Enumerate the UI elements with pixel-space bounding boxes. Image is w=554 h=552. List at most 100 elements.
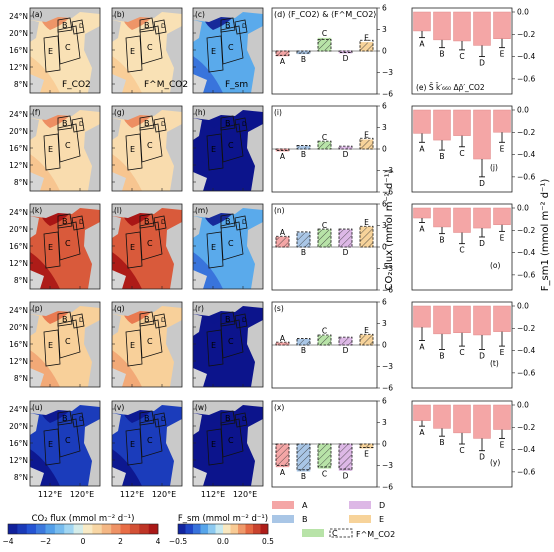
- region-box: [125, 35, 143, 73]
- colorbar-segment: [129, 524, 140, 534]
- y-tick-label: 0: [382, 440, 387, 449]
- flux-bar: [275, 443, 290, 468]
- category-label: B: [301, 472, 306, 481]
- region-label: D: [161, 121, 166, 128]
- map-frame: [192, 301, 264, 388]
- y-tick-label: 0: [382, 341, 387, 350]
- region-label: E: [211, 341, 216, 350]
- region-label: E: [211, 47, 216, 56]
- y-tick-label: −3: [382, 166, 393, 175]
- lat-tick-label: 16°N: [9, 242, 28, 251]
- fsm-bar: [473, 109, 491, 160]
- map-panel: B C E D (k): [29, 203, 101, 290]
- legend-swatch: [349, 515, 371, 523]
- colorbar-frame: [7, 523, 159, 535]
- region-box: [71, 117, 85, 133]
- region-box: [57, 410, 73, 426]
- land-hainan: [30, 314, 39, 336]
- model-flux-bar: [275, 148, 290, 151]
- land-mainland: [30, 8, 100, 22]
- category-label: D: [343, 248, 349, 257]
- lat-tick-label: 16°N: [9, 439, 28, 448]
- region-box: [57, 213, 73, 229]
- fsm-bar: [493, 305, 511, 332]
- flux-bar: [338, 337, 353, 346]
- y-tick-label: −0.6: [517, 74, 535, 83]
- model-flux-bar: [359, 333, 374, 346]
- category-label: A: [280, 334, 286, 343]
- colorbar-segment: [92, 524, 103, 534]
- fsm-bar: [433, 11, 451, 41]
- flux-bar: [359, 334, 374, 346]
- y-tick-label: −0.4: [517, 52, 535, 61]
- colorbar-segment: [200, 524, 209, 534]
- flux-axis-label: CO₂ flux (mmol m⁻² d⁻¹): [384, 169, 395, 290]
- land-philippines: [166, 26, 182, 93]
- legend-item: E: [349, 515, 384, 524]
- model-flux-bar: [275, 50, 290, 56]
- fsm-bar: [473, 11, 491, 46]
- fsm-bar: [433, 404, 451, 429]
- panel-title: (d) ⟨F_CO2⟩ & ⟨F^M_CO2⟩: [274, 10, 376, 19]
- region-label: C: [147, 239, 153, 248]
- region-box: [43, 231, 61, 269]
- map-frame: [192, 400, 264, 487]
- land-philippines: [84, 124, 100, 191]
- region-label: C: [65, 337, 71, 346]
- model-flux-bar: [296, 443, 311, 471]
- map-panel: B C E D (h): [192, 105, 264, 192]
- lon-tick-label: 112°E: [38, 490, 62, 499]
- model-flux-bar: [359, 443, 374, 448]
- region-label: E: [48, 440, 53, 449]
- panel-letter: (c): [195, 10, 205, 19]
- fsm-bar-panels: 0.0 −0.2 −0.4 −0.6 A B C D E (e) S̄ k̄′₆₆₀ Δρ̄′_C…: [411, 8, 535, 488]
- y-tick-label: −3: [382, 362, 393, 371]
- map-panel: B C E D (u): [29, 400, 101, 487]
- land-indochina: [30, 467, 44, 486]
- model-flux-bar: [317, 228, 332, 248]
- land-philippines: [84, 26, 100, 93]
- panel-letter: (w): [195, 403, 207, 412]
- fsm-bar: [473, 207, 491, 229]
- region-label: C: [65, 239, 71, 248]
- map-panel: B C E D (q): [111, 301, 183, 388]
- land-hainan: [30, 413, 39, 435]
- region-box: [153, 215, 167, 231]
- region-label: B: [62, 217, 68, 226]
- land-mainland: [30, 106, 100, 120]
- category-label: B: [301, 55, 306, 64]
- lon-tick-label: 120°E: [152, 490, 176, 499]
- panel-letter: (h): [195, 108, 206, 117]
- region-label: C: [147, 141, 153, 150]
- panel-annotation: (e) S̄ k̄′₆₆₀ Δρ̄′_CO2: [416, 83, 485, 92]
- fsm-bar: [433, 305, 451, 335]
- category-label: A: [419, 224, 425, 233]
- legend-label: F^M_CO2: [356, 530, 395, 539]
- panel-letter: (l): [114, 206, 122, 215]
- category-label: E: [364, 326, 369, 335]
- region-box: [139, 213, 155, 229]
- lat-tick-label: 12°N: [9, 357, 28, 366]
- colorbar-segment: [36, 524, 46, 534]
- model-flux-bar: [359, 225, 374, 248]
- panel-letter: (u): [32, 403, 43, 412]
- y-tick-label: 6: [382, 397, 387, 406]
- category-label: D: [479, 239, 485, 248]
- lat-tick-label: 8°N: [14, 178, 28, 187]
- flux-bar: [275, 236, 290, 248]
- region-label: D: [79, 121, 84, 128]
- region-label: E: [130, 440, 135, 449]
- region-box: [43, 35, 61, 73]
- colorbar-tick-label: −4: [2, 537, 13, 546]
- land-indochina: [112, 467, 126, 486]
- category-label: A: [419, 428, 425, 437]
- land-indochina: [30, 172, 44, 191]
- map-panel: B C E D (c) F_sm: [192, 7, 264, 94]
- region-box: [206, 428, 224, 466]
- y-tick-label: 6: [382, 298, 387, 307]
- lat-tick-label: 8°N: [14, 473, 28, 482]
- region-box: [153, 19, 167, 35]
- land-hainan: [193, 314, 202, 336]
- map-frame: [29, 400, 101, 487]
